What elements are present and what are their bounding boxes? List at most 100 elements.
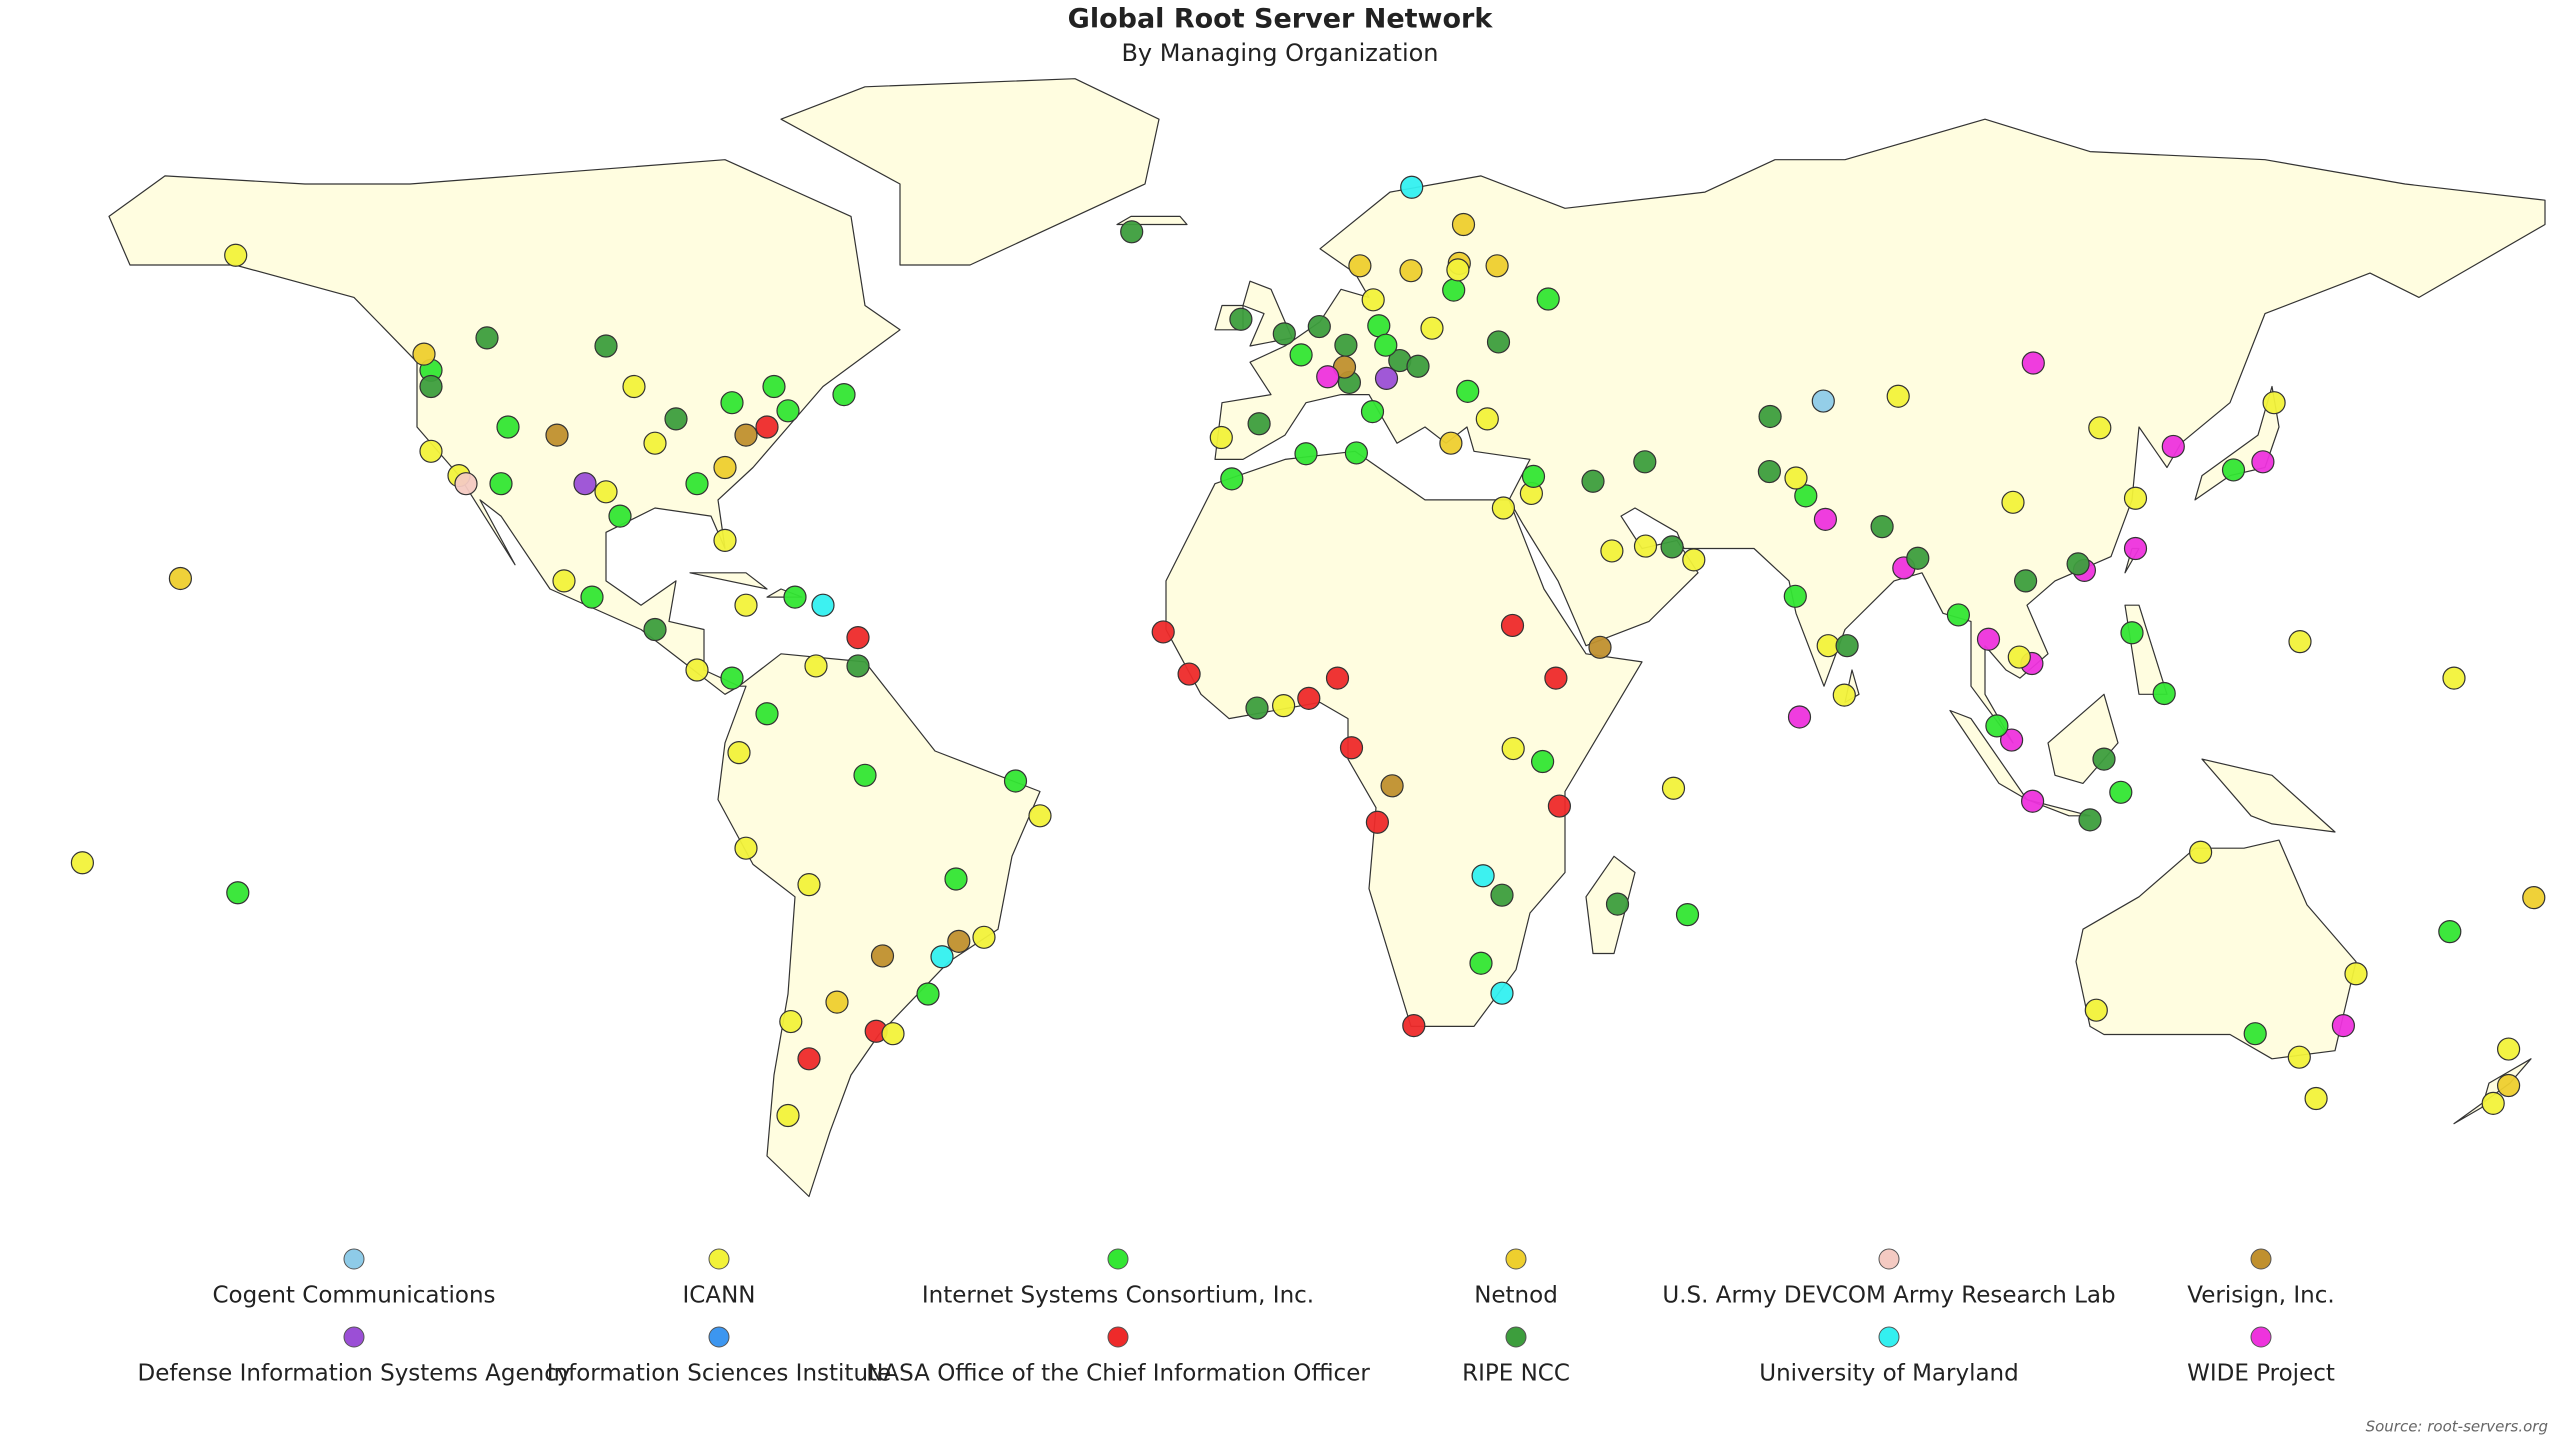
server-site (1985, 714, 2009, 738)
legend-swatch (1107, 1326, 1129, 1348)
server-site (1530, 749, 1555, 774)
landmass (689, 572, 768, 590)
server-site (1832, 683, 1856, 707)
server-site (1399, 259, 1423, 283)
server-site (2007, 645, 2031, 669)
server-site (1361, 288, 1385, 312)
server-site (1811, 389, 1835, 413)
server-site (2442, 666, 2466, 690)
server-site (2287, 1045, 2311, 1069)
server-site (1886, 384, 1910, 408)
landmass (2124, 604, 2168, 695)
legend-label: Defense Information Systems Agency (138, 1361, 571, 1387)
legend-label: NASA Office of the Chief Information Off… (866, 1361, 1370, 1387)
server-site (2092, 747, 2116, 771)
server-site (1344, 441, 1369, 465)
server-site (1521, 464, 1546, 489)
legend-swatch (1878, 1326, 1900, 1348)
server-site (1757, 459, 1782, 484)
server-site (2304, 1086, 2328, 1111)
server-site (1581, 469, 1605, 493)
source-note: Source: root-servers.org (2366, 1418, 2548, 1436)
server-site (713, 455, 737, 480)
server-site (608, 504, 632, 528)
server-site (2344, 962, 2368, 986)
land-layer (108, 78, 2546, 1198)
server-site (1374, 366, 1399, 390)
legend-swatch (2250, 1248, 2272, 1270)
server-site (594, 334, 618, 358)
server-site (1272, 322, 1296, 346)
server-site (1402, 1013, 1426, 1038)
server-site (720, 391, 744, 415)
server-site (916, 982, 940, 1006)
server-site (832, 383, 856, 407)
server-site (734, 423, 758, 447)
server-site (1675, 903, 1700, 927)
server-site (2013, 569, 2038, 593)
server-site (2001, 490, 2025, 514)
server-site (1813, 507, 1838, 531)
server-site (776, 1103, 800, 1128)
server-site (755, 702, 779, 726)
legend-swatch (708, 1248, 730, 1270)
server-site (2189, 840, 2213, 864)
server-site (2497, 1037, 2521, 1061)
server-site (1633, 534, 1658, 558)
server-site (2123, 486, 2148, 510)
server-site (1588, 635, 1612, 659)
legend-swatch (343, 1326, 365, 1348)
server-site (1490, 883, 1514, 907)
server-site (1446, 258, 1470, 282)
server-site (2481, 1091, 2505, 1115)
server-site (811, 593, 835, 617)
server-site (2021, 351, 2045, 375)
legend-swatch (1878, 1248, 1900, 1270)
server-site (779, 1009, 803, 1034)
server-site (1784, 466, 1808, 490)
server-site (797, 1047, 821, 1071)
server-site (475, 326, 499, 350)
server-site (1229, 307, 1253, 331)
server-site (664, 407, 688, 431)
server-site (1485, 254, 1509, 278)
server-site (1209, 425, 1233, 450)
server-site (755, 415, 779, 439)
landmass (2075, 839, 2357, 1060)
server-site (846, 654, 870, 678)
landmass (717, 653, 1041, 1198)
server-site (2161, 434, 2185, 459)
server-site (454, 472, 478, 496)
server-site (720, 666, 744, 690)
server-site (1245, 696, 1269, 720)
server-site (846, 625, 870, 650)
server-site (1835, 634, 1859, 658)
server-site (881, 1022, 905, 1046)
server-site (825, 990, 849, 1014)
server-site (1177, 662, 1201, 686)
legend-label: RIPE NCC (1462, 1361, 1570, 1387)
legend-swatch (1505, 1248, 1527, 1270)
server-site (2109, 780, 2133, 804)
server-site (685, 658, 709, 682)
server-site (1501, 736, 1525, 761)
server-site (580, 585, 604, 609)
server-site (2123, 536, 2148, 561)
server-site (1456, 379, 1480, 403)
sites-layer (70, 175, 2546, 1128)
legend-label: WIDE Project (2187, 1361, 2335, 1387)
server-site (1491, 496, 1516, 520)
legend-swatch (708, 1326, 730, 1348)
server-site (1451, 212, 1476, 237)
server-site (944, 867, 968, 891)
legend-label: Information Sciences Institute (547, 1361, 891, 1387)
server-site (947, 929, 971, 953)
server-site (1490, 981, 1514, 1005)
server-site (1544, 666, 1568, 690)
server-site (573, 472, 597, 496)
server-site (713, 528, 737, 553)
server-site (1758, 404, 1782, 429)
server-site (168, 566, 192, 591)
legend-label: Cogent Communications (212, 1283, 495, 1309)
server-site (853, 763, 877, 787)
